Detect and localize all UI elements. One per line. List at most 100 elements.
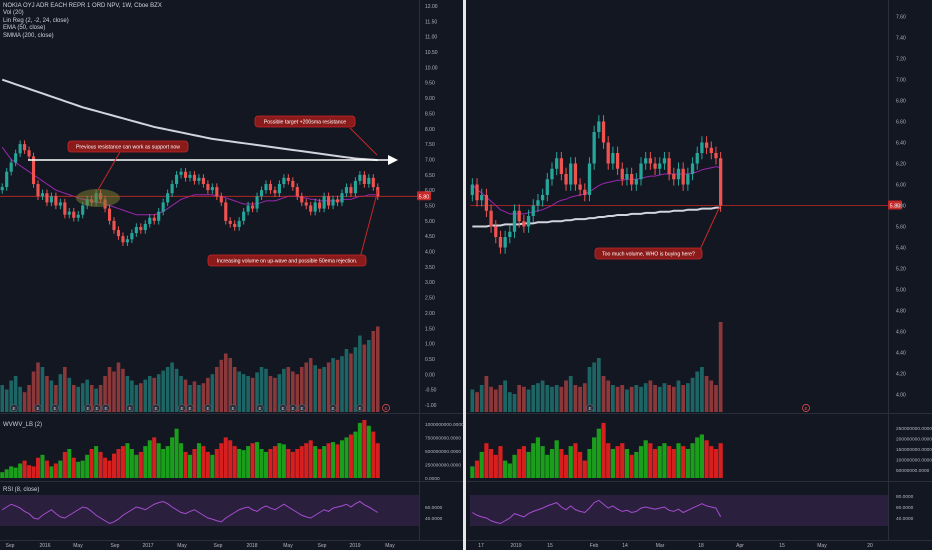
legend-smma[interactable]: SMMA (200, close) [3,32,54,39]
volume-bar [653,385,657,412]
candle-body [148,217,152,224]
support-callout[interactable] [67,140,189,153]
volume-callout[interactable] [207,254,367,267]
earnings-marker-icon[interactable] [34,404,42,412]
candle-body [709,147,713,153]
volume-bar [282,368,286,412]
candle-body [183,171,188,178]
volume-bar [246,376,250,412]
candle-body [49,196,53,203]
candle-body [569,163,573,185]
candle-body [175,174,179,185]
volume-bar [40,367,45,412]
y-tick-label: 5.80 [896,204,906,210]
wvwv-bar [601,422,606,478]
earnings-marker-icon[interactable] [329,404,337,412]
earnings-marker-icon[interactable] [356,404,364,412]
candle-body [587,163,592,195]
earnings-marker-icon[interactable] [298,404,306,412]
candle-body [259,190,264,197]
earnings-marker-icon[interactable] [204,404,212,412]
volume-bar [112,371,116,412]
volume-bar [215,367,219,412]
earnings-marker-label: E [258,406,261,411]
candle-body [36,184,40,197]
candle-body [550,168,554,180]
earnings-marker-icon[interactable] [10,404,18,412]
wvwv-bar [629,454,634,478]
volume-bar [643,383,648,412]
earnings-marker-icon[interactable] [93,404,101,412]
earnings-marker-icon[interactable] [51,404,59,412]
candle-body [286,177,290,181]
x-tick-label: Sep [6,543,15,549]
wvwv-bar [549,449,555,478]
volume-bar [27,385,31,412]
candle-body [201,177,205,185]
wvwv-bar [223,437,228,478]
target-callout[interactable] [254,115,356,128]
candle-body [157,211,161,221]
y-tick-label: 3.50 [425,265,435,271]
volume-bar [671,386,676,412]
rsi-band [0,495,419,526]
wvwv-pane-label[interactable]: WVWV_LB (2) [3,422,43,428]
buying-callout[interactable] [594,247,703,260]
legend-ema[interactable]: EMA (50, close) [3,25,46,32]
candle-body [695,153,699,164]
volume-bar [718,322,723,412]
y-tick-label: 5.20 [896,267,906,273]
rsi-pane-label[interactable]: RSI (8, close) [3,487,40,493]
y-tick-label: 10.00 [425,65,438,71]
candle-body [578,184,582,190]
volume-bar [18,386,22,412]
volume-bar [250,377,255,412]
wvwv-bar [357,422,362,478]
legend-volume[interactable]: Vol (20) [3,10,24,17]
earnings-marker-icon[interactable] [229,404,237,412]
wvwv-bar [107,460,112,478]
candle-body [228,220,232,224]
candle-body [14,153,18,163]
wvwv-bar [201,446,206,478]
volume-bar [358,335,362,412]
earnings-marker-icon[interactable] [84,404,92,412]
wvwv-bar [277,443,282,478]
earnings-marker-icon[interactable] [279,404,287,412]
price-badge [888,200,902,210]
earnings-marker-icon[interactable] [152,404,160,412]
earnings-marker-icon[interactable] [586,404,594,412]
wvwv-bar [71,457,76,478]
earnings-marker-icon[interactable] [102,404,110,412]
earnings-marker-icon[interactable] [256,404,264,412]
volume-bar [183,379,188,412]
wvwv-bar [568,446,573,478]
y-tick-label: 5.60 [896,225,906,231]
candle-body [170,184,174,194]
candle-body [555,158,559,169]
candle-body [672,174,676,180]
earnings-marker-icon[interactable] [178,404,186,412]
candle-body [58,202,62,206]
earnings-marker-upcoming-icon[interactable] [802,404,810,412]
earnings-marker-icon[interactable] [186,404,194,412]
volume-bar [695,371,700,412]
candle-body [639,163,643,180]
earnings-marker-icon[interactable] [126,404,134,412]
legend-linreg[interactable]: Lin Reg (2, -2, 24, close) [3,17,69,24]
volume-layer [0,322,723,478]
legend-symbol[interactable]: NOKIA OYJ ADR EACH REPR 1 ORD NPV, 1W, C… [3,3,162,9]
candle-body [255,196,259,209]
earnings-marker-upcoming-icon[interactable] [382,404,390,412]
volume-bar [685,383,690,412]
candle-body [615,153,620,169]
earnings-marker-icon[interactable] [289,404,297,412]
candle-body [161,202,165,212]
volume-bar [573,385,578,412]
volume-bar [223,353,228,412]
candle-body [498,237,503,248]
wvwv-bar [474,460,480,478]
wvwv-bar [299,446,304,478]
volume-bar [134,385,139,412]
